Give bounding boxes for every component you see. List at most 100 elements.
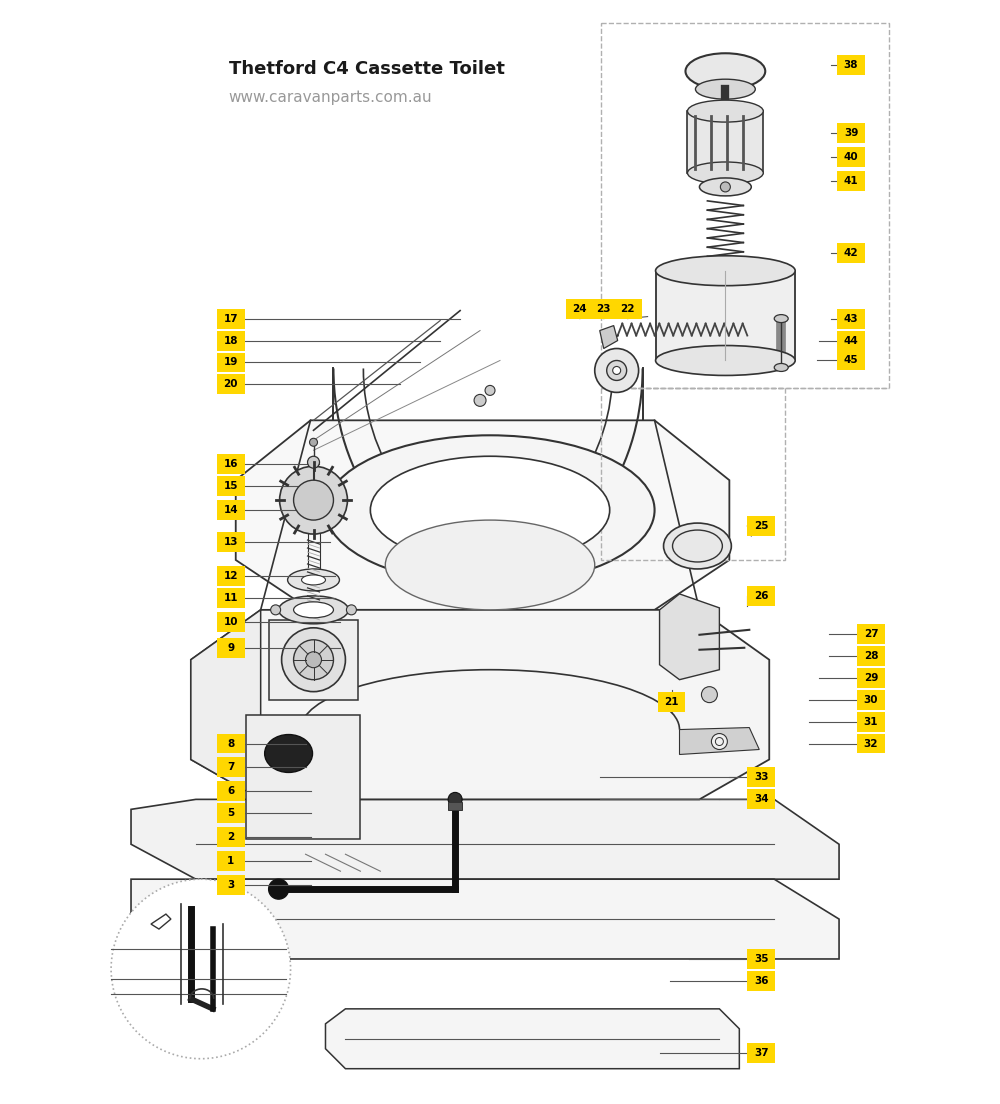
Text: 19: 19 [224, 358, 238, 368]
Circle shape [306, 651, 321, 668]
Polygon shape [131, 799, 839, 879]
Circle shape [280, 466, 347, 534]
Ellipse shape [774, 315, 788, 322]
Bar [857, 668, 885, 688]
Bar [837, 350, 865, 371]
Bar [217, 532, 245, 552]
Circle shape [607, 361, 627, 381]
Bar [217, 330, 245, 350]
Text: 34: 34 [754, 795, 769, 805]
Bar [217, 500, 245, 520]
Text: www.caravanparts.com.au: www.caravanparts.com.au [229, 89, 432, 105]
Bar [837, 123, 865, 144]
Text: 11: 11 [224, 593, 238, 603]
Text: 41: 41 [844, 176, 858, 185]
Text: 43: 43 [844, 314, 858, 323]
Polygon shape [191, 609, 261, 799]
Ellipse shape [774, 363, 788, 371]
Text: 5: 5 [227, 808, 234, 818]
Text: 13: 13 [224, 537, 238, 546]
Ellipse shape [699, 178, 751, 195]
Bar [857, 690, 885, 710]
Circle shape [269, 879, 289, 899]
Polygon shape [325, 1009, 739, 1069]
Text: Thetford C4 Cassette Toilet: Thetford C4 Cassette Toilet [229, 61, 505, 78]
Bar [747, 767, 775, 787]
Text: 10: 10 [224, 617, 238, 627]
Text: 7: 7 [227, 763, 234, 773]
Bar [448, 803, 462, 810]
Text: 24: 24 [572, 304, 587, 314]
Circle shape [271, 605, 281, 615]
Polygon shape [236, 421, 729, 609]
Text: 33: 33 [754, 773, 769, 783]
Bar [217, 827, 245, 847]
Text: 3: 3 [227, 880, 234, 890]
Ellipse shape [695, 79, 755, 99]
Text: 16: 16 [224, 459, 238, 469]
Text: 17: 17 [223, 314, 238, 323]
Bar [590, 299, 618, 319]
Ellipse shape [687, 162, 763, 184]
Text: 32: 32 [864, 739, 878, 749]
Bar [656, 270, 795, 361]
Text: 29: 29 [864, 672, 878, 682]
Ellipse shape [279, 596, 348, 624]
Circle shape [294, 640, 333, 680]
Bar [269, 619, 358, 700]
Ellipse shape [685, 53, 765, 89]
Bar [217, 804, 245, 824]
Text: 8: 8 [227, 739, 234, 749]
Bar [217, 374, 245, 394]
Text: 15: 15 [224, 481, 238, 491]
Ellipse shape [302, 575, 325, 585]
Ellipse shape [288, 569, 339, 591]
Bar [747, 1043, 775, 1063]
Bar [857, 646, 885, 666]
Text: 31: 31 [864, 716, 878, 726]
Circle shape [711, 733, 727, 750]
Circle shape [308, 456, 320, 468]
Bar [217, 309, 245, 329]
Text: 2: 2 [227, 832, 234, 842]
Bar [217, 352, 245, 372]
Bar [217, 638, 245, 658]
Bar [837, 55, 865, 75]
Bar [857, 712, 885, 732]
Ellipse shape [385, 520, 595, 609]
Circle shape [485, 385, 495, 395]
Circle shape [346, 605, 356, 615]
Ellipse shape [656, 256, 795, 286]
Polygon shape [680, 728, 759, 754]
Text: 18: 18 [224, 336, 238, 346]
Text: 26: 26 [754, 591, 769, 601]
Ellipse shape [664, 523, 731, 569]
Circle shape [282, 628, 345, 691]
Bar [217, 454, 245, 475]
Bar [658, 691, 685, 712]
Text: 6: 6 [227, 786, 234, 796]
Circle shape [111, 879, 291, 1059]
Bar [217, 875, 245, 895]
Bar [217, 782, 245, 802]
Text: 38: 38 [844, 61, 858, 71]
Text: 12: 12 [224, 571, 238, 581]
Bar [747, 789, 775, 809]
Text: 40: 40 [844, 152, 858, 162]
Bar [747, 586, 775, 606]
Bar [837, 171, 865, 191]
Bar [601, 389, 785, 560]
Text: 27: 27 [864, 629, 878, 639]
Bar [217, 733, 245, 754]
Bar [217, 851, 245, 871]
Text: 21: 21 [664, 697, 679, 707]
Circle shape [613, 367, 621, 374]
Circle shape [595, 349, 639, 392]
Bar [837, 243, 865, 263]
Bar [566, 299, 594, 319]
Ellipse shape [325, 435, 655, 585]
Bar [217, 566, 245, 586]
Circle shape [720, 182, 730, 192]
Text: 25: 25 [754, 521, 769, 531]
Circle shape [448, 793, 462, 806]
